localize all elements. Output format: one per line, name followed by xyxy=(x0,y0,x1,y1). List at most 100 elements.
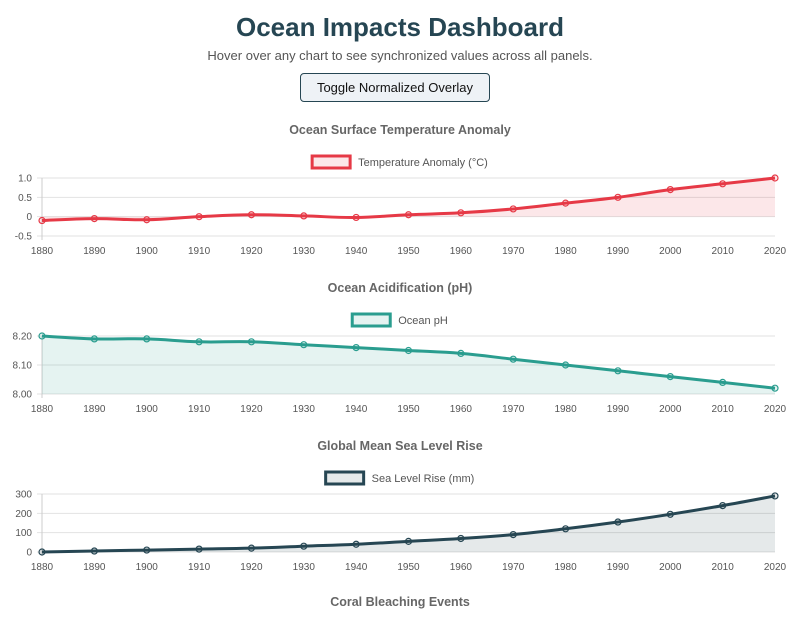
data-point xyxy=(90,335,98,343)
data-point xyxy=(247,338,256,346)
x-tick-label: 1880 xyxy=(31,246,54,257)
x-tick-label: 2000 xyxy=(659,562,682,573)
legend-label: Ocean pH xyxy=(398,315,448,327)
x-tick-label: 1980 xyxy=(554,562,577,573)
x-tick-label: 1980 xyxy=(554,246,577,257)
data-point xyxy=(195,545,203,553)
data-point xyxy=(719,180,727,188)
data-point xyxy=(509,355,517,363)
data-point xyxy=(509,530,517,539)
legend-swatch xyxy=(310,154,352,170)
data-point xyxy=(404,537,413,545)
x-tick-label: 1890 xyxy=(83,562,106,573)
data-point xyxy=(614,193,622,201)
x-tick-label: 1990 xyxy=(607,404,630,415)
x-tick-label: 1930 xyxy=(293,246,316,257)
data-point xyxy=(300,212,308,220)
x-tick-label: 1930 xyxy=(293,562,316,573)
data-point xyxy=(352,343,360,352)
data-point xyxy=(143,546,151,554)
data-point xyxy=(457,209,465,217)
x-tick-label: 2000 xyxy=(659,404,682,415)
x-tick-label: 1900 xyxy=(136,246,159,257)
data-point xyxy=(38,216,46,225)
data-point xyxy=(614,518,622,526)
x-tick-label: 1900 xyxy=(136,562,159,573)
data-point xyxy=(719,501,727,510)
x-tick-label: 1980 xyxy=(554,404,577,415)
x-tick-label: 1940 xyxy=(345,562,368,573)
data-point xyxy=(666,372,674,381)
toggle-normalized-overlay-button[interactable]: Toggle Normalized Overlay xyxy=(300,73,490,102)
y-tick-label: 0.5 xyxy=(18,193,32,204)
y-tick-label: 200 xyxy=(15,509,32,520)
y-tick-label: 300 xyxy=(15,490,32,501)
chart-title: Global Mean Sea Level Rise xyxy=(317,439,482,453)
y-tick-label: 8.20 xyxy=(13,332,33,343)
x-tick-label: 1940 xyxy=(345,404,368,415)
series-area xyxy=(42,178,775,221)
y-tick-label: -0.5 xyxy=(15,232,33,243)
legend-swatch xyxy=(350,312,392,328)
data-point xyxy=(300,542,308,550)
x-tick-label: 1970 xyxy=(502,246,525,257)
data-point xyxy=(195,338,203,346)
x-tick-label: 2020 xyxy=(764,404,787,415)
x-tick-label: 1960 xyxy=(450,562,473,573)
data-point xyxy=(614,367,622,375)
x-tick-label: 1970 xyxy=(502,404,525,415)
data-point xyxy=(247,544,256,552)
x-tick-label: 1990 xyxy=(607,246,630,257)
series-line xyxy=(41,176,776,223)
y-tick-label: 1.0 xyxy=(18,174,32,185)
x-tick-label: 1960 xyxy=(450,404,473,415)
data-point xyxy=(771,492,779,500)
temperature-chart[interactable]: Ocean Surface Temperature Anomaly Tempera… xyxy=(0,118,800,258)
series-line xyxy=(41,494,776,554)
x-tick-label: 1880 xyxy=(31,562,54,573)
legend-swatch xyxy=(324,470,366,486)
data-point xyxy=(90,547,98,555)
x-tick-label: 1930 xyxy=(293,404,316,415)
data-point xyxy=(38,332,46,340)
chart-title: Coral Bleaching Events xyxy=(330,595,470,609)
ph-chart[interactable]: Ocean Acidification (pH) Ocean pH 8.20 8.10… xyxy=(0,276,800,416)
page-title: Ocean Impacts Dashboard xyxy=(236,12,564,42)
page-subtitle: Hover over any chart to see synchronized… xyxy=(207,48,593,63)
x-tick-label: 1880 xyxy=(31,404,54,415)
x-tick-label: 1940 xyxy=(345,246,368,257)
x-tick-label: 2010 xyxy=(712,562,735,573)
x-tick-label: 1910 xyxy=(188,562,211,573)
x-tick-label: 1890 xyxy=(83,246,106,257)
coral-bleaching-chart[interactable]: Coral Bleaching Events xyxy=(0,590,800,630)
x-tick-label: 1900 xyxy=(136,404,159,415)
data-point xyxy=(666,185,674,194)
x-tick-label: 2020 xyxy=(764,562,787,573)
series-line xyxy=(41,334,776,390)
data-point xyxy=(300,341,308,349)
data-point xyxy=(457,349,465,358)
y-tick-label: 0 xyxy=(26,212,32,223)
data-point xyxy=(561,361,570,369)
x-tick-label: 2010 xyxy=(712,404,735,415)
chart-title: Ocean Surface Temperature Anomaly xyxy=(289,123,511,137)
data-point xyxy=(404,211,413,219)
chart-title: Ocean Acidification (pH) xyxy=(328,281,473,295)
x-tick-label: 2020 xyxy=(764,246,787,257)
series-area xyxy=(42,495,775,552)
data-point xyxy=(352,213,360,222)
x-tick-label: 2010 xyxy=(712,246,735,257)
y-tick-label: 0 xyxy=(26,548,32,559)
x-tick-label: 1910 xyxy=(188,246,211,257)
data-point xyxy=(90,214,98,223)
data-point xyxy=(247,211,256,219)
data-point xyxy=(404,346,413,355)
x-tick-label: 1920 xyxy=(240,404,263,415)
data-point xyxy=(561,199,570,207)
data-point xyxy=(561,525,570,533)
x-tick-label: 1890 xyxy=(83,404,106,415)
data-point xyxy=(143,216,151,224)
data-point xyxy=(352,540,360,548)
x-tick-label: 1960 xyxy=(450,246,473,257)
sea-level-chart[interactable]: Global Mean Sea Level Rise Sea Level Rise… xyxy=(0,434,800,574)
